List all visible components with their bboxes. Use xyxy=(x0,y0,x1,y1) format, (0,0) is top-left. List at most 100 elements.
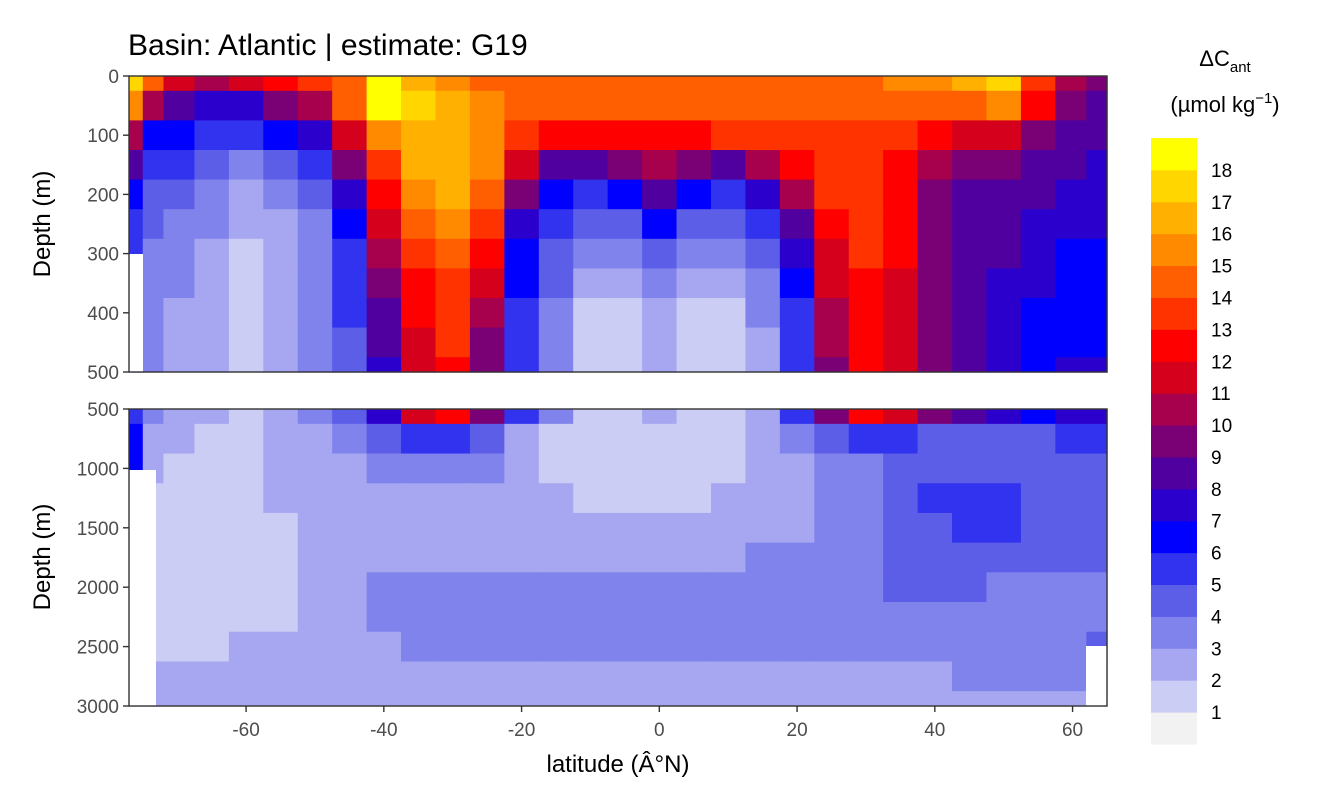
heatmap-cell xyxy=(1086,209,1108,240)
heatmap-cell xyxy=(917,453,953,484)
heatmap-cell xyxy=(676,661,712,692)
heatmap-cell xyxy=(228,90,264,121)
heatmap-cell xyxy=(676,631,712,663)
heatmap-cell xyxy=(642,76,678,92)
heatmap-cell xyxy=(745,691,781,707)
heatmap-cell xyxy=(1055,209,1087,240)
heatmap-cell xyxy=(573,602,609,633)
heatmap-cell xyxy=(573,298,609,329)
heatmap-cell xyxy=(401,542,437,573)
heatmap-cell xyxy=(642,150,678,181)
heatmap-cell xyxy=(676,602,712,633)
heatmap-cell xyxy=(642,602,678,633)
heatmap-cell xyxy=(642,120,678,151)
heatmap-cell xyxy=(332,179,368,210)
heatmap-cell xyxy=(1055,453,1087,484)
heatmap-cell xyxy=(848,357,884,373)
heatmap-cell xyxy=(401,268,437,299)
heatmap-cell xyxy=(814,209,850,240)
heatmap-cell xyxy=(1086,409,1108,425)
heatmap-cell xyxy=(263,661,299,692)
heatmap-cell xyxy=(297,602,333,633)
heatmap-cell xyxy=(1055,483,1087,514)
heatmap-cell xyxy=(1086,179,1108,210)
heatmap-cell xyxy=(401,602,437,633)
heatmap-cell xyxy=(401,572,437,603)
heatmap-cell xyxy=(642,453,678,484)
heatmap-cell xyxy=(263,631,299,663)
heatmap-cell xyxy=(469,572,505,603)
heatmap-cell xyxy=(129,423,144,455)
heatmap-cell xyxy=(332,483,368,514)
heatmap-cell xyxy=(917,631,953,663)
heatmap-cell xyxy=(952,298,988,329)
heatmap-cell xyxy=(883,572,919,603)
heatmap-cell xyxy=(814,327,850,358)
heatmap-cell xyxy=(194,150,230,181)
heatmap-cell xyxy=(986,409,1022,425)
heatmap-cell xyxy=(469,423,505,455)
heatmap-cell xyxy=(607,483,643,514)
heatmap-cell xyxy=(538,90,574,121)
heatmap-cell xyxy=(710,357,747,373)
heatmap-cell xyxy=(297,691,333,707)
heatmap-cell xyxy=(194,542,230,573)
heatmap-cell xyxy=(366,423,402,455)
heatmap-cell xyxy=(814,631,850,663)
heatmap-cell xyxy=(332,631,368,663)
heatmap-cell xyxy=(263,238,299,269)
heatmap-cell xyxy=(573,268,609,299)
heatmap-cell xyxy=(952,423,988,455)
heatmap-cell xyxy=(952,76,988,92)
heatmap-cell xyxy=(1020,150,1056,181)
heatmap-cell xyxy=(710,90,747,121)
heatmap-cell xyxy=(538,209,574,240)
heatmap-cell xyxy=(129,179,144,210)
heatmap-cell xyxy=(1086,327,1108,358)
heatmap-cell xyxy=(401,298,437,329)
heatmap-cell xyxy=(573,512,609,544)
heatmap-cell xyxy=(848,512,884,544)
heatmap-cell xyxy=(194,602,230,633)
heatmap-cell xyxy=(1020,327,1056,358)
heatmap-cell xyxy=(194,120,230,151)
heatmap-cell xyxy=(745,327,781,358)
heatmap-cell xyxy=(297,453,333,484)
heatmap-cell xyxy=(642,661,678,692)
heatmap-cell xyxy=(163,572,196,603)
heatmap-cell xyxy=(952,409,988,425)
legend-swatch xyxy=(1151,138,1197,171)
heatmap-cell xyxy=(1055,691,1087,707)
heatmap-cell xyxy=(163,209,196,240)
heatmap-cell xyxy=(1020,179,1056,210)
heatmap-cell xyxy=(607,572,643,603)
heatmap-cell xyxy=(676,357,712,373)
heatmap-cell xyxy=(883,602,919,633)
heatmap-cell xyxy=(573,209,609,240)
heatmap-cell xyxy=(814,423,850,455)
heatmap-cell xyxy=(986,268,1022,299)
heatmap-cell xyxy=(538,150,574,181)
heatmap-cell xyxy=(986,453,1022,484)
legend-label: 7 xyxy=(1211,512,1222,533)
heatmap-cell xyxy=(163,76,196,92)
lower-panel: 500 1000 1500 2000 2500 3000 xyxy=(77,400,1108,718)
heatmap-cell xyxy=(1020,298,1056,329)
heatmap-cell xyxy=(607,120,643,151)
heatmap-cell xyxy=(814,691,850,707)
heatmap-cell xyxy=(263,209,299,240)
heatmap-cell xyxy=(676,150,712,181)
heatmap-cell xyxy=(986,179,1022,210)
heatmap-cell xyxy=(297,238,333,269)
legend-label: 5 xyxy=(1211,576,1222,597)
heatmap-cell xyxy=(435,268,471,299)
heatmap-cell xyxy=(163,631,196,663)
heatmap-cell xyxy=(129,90,144,121)
heatmap-cell xyxy=(469,90,505,121)
heatmap-cell xyxy=(366,483,402,514)
heatmap-cell xyxy=(332,691,368,707)
heatmap-cell xyxy=(297,423,333,455)
heatmap-cell xyxy=(607,238,643,269)
heatmap-cell xyxy=(366,298,402,329)
heatmap-cell xyxy=(952,602,988,633)
